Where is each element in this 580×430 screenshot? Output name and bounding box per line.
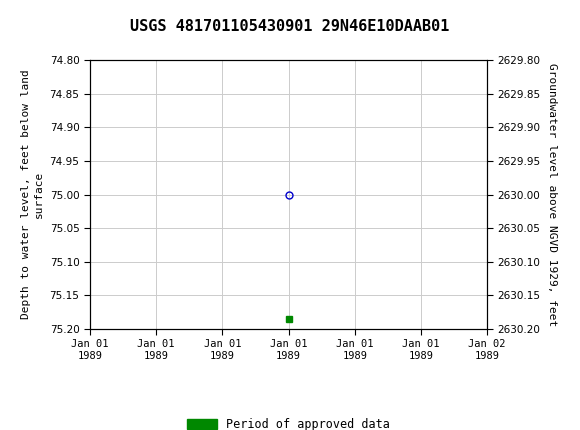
- Text: USGS: USGS: [13, 9, 68, 27]
- Bar: [1, 2, 77, 34]
- Y-axis label: Groundwater level above NGVD 1929, feet: Groundwater level above NGVD 1929, feet: [548, 63, 557, 326]
- Text: USGS 481701105430901 29N46E10DAAB01: USGS 481701105430901 29N46E10DAAB01: [130, 19, 450, 34]
- Legend: Period of approved data: Period of approved data: [183, 414, 394, 430]
- Y-axis label: Depth to water level, feet below land
surface: Depth to water level, feet below land su…: [21, 70, 44, 319]
- Text: ≡: ≡: [3, 8, 21, 28]
